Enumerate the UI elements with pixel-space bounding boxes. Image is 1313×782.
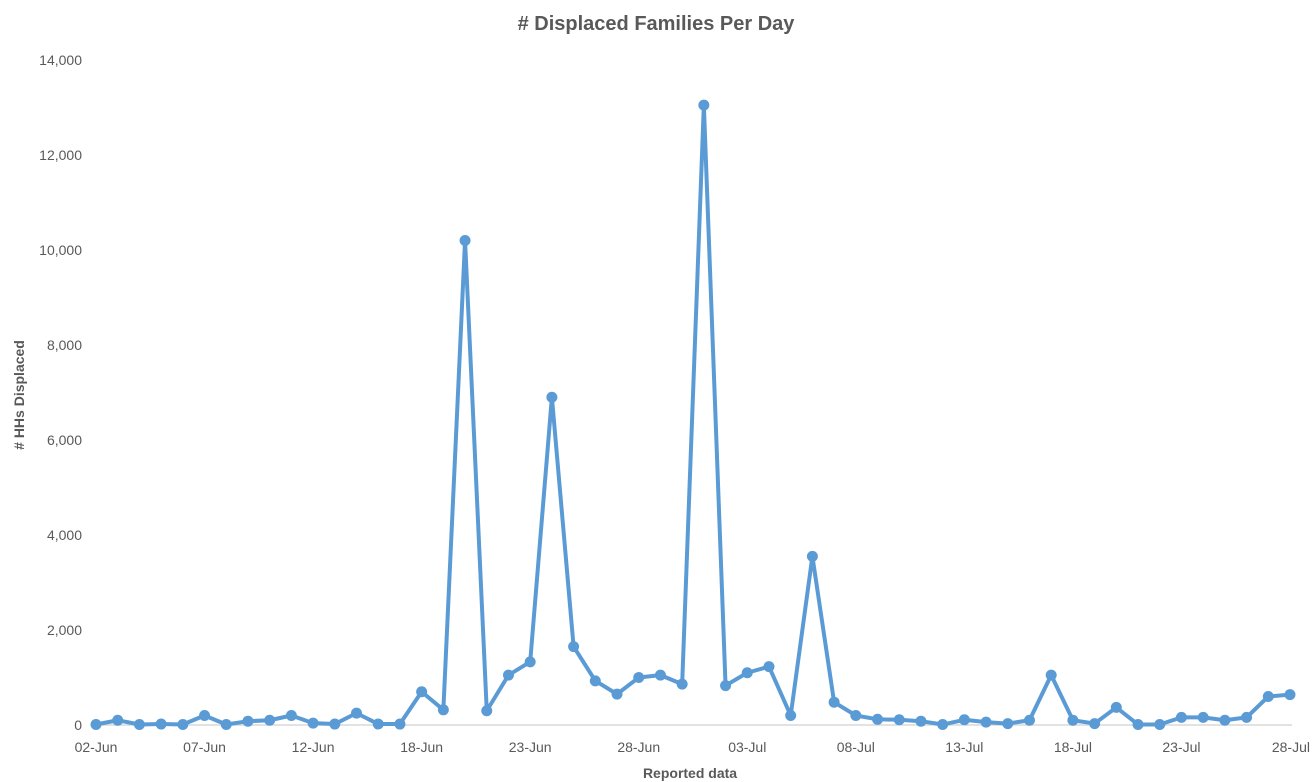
data-point [242,715,254,727]
x-tick-label: 23-Jul [1162,739,1200,755]
data-point [502,669,514,681]
y-axis-title: # HHs Displaced [11,340,27,450]
data-point [893,714,905,726]
y-axis-ticks: 0 2,000 4,000 6,000 8,000 10,000 12,000 14,000 [39,52,82,733]
x-tick-label: 03-Jul [728,739,766,755]
x-tick-label: 23-Jun [509,739,552,755]
data-point [741,667,753,679]
data-point [1045,669,1057,681]
data-point [633,672,645,683]
data-point [177,719,189,731]
y-tick-label: 14,000 [39,52,82,68]
data-point [524,656,536,668]
x-tick-label: 08-Jul [837,739,875,755]
data-point [112,714,124,726]
data-point [481,705,493,717]
y-tick-label: 2,000 [47,622,82,638]
data-point [546,391,558,403]
data-point [437,704,449,716]
x-tick-label: 12-Jun [292,739,335,755]
x-tick-label: 28-Jun [617,739,660,755]
data-point [568,641,580,653]
series-displaced-families [90,99,1296,731]
data-point [1110,701,1122,713]
data-point [850,710,862,721]
x-tick-label: 18-Jul [1054,739,1092,755]
data-point [1241,711,1253,723]
data-point [806,550,818,562]
x-tick-label: 07-Jun [183,739,226,755]
data-point [351,707,363,719]
y-tick-label: 4,000 [47,527,82,543]
data-point [285,710,297,721]
data-point [828,696,840,708]
data-point [1132,719,1144,731]
y-tick-label: 10,000 [39,242,82,258]
data-point [915,715,927,727]
x-tick-label: 02-Jun [75,739,118,755]
data-point [220,719,232,731]
x-axis-title: Reported data [643,765,737,781]
data-point [264,714,276,726]
data-point [785,710,797,721]
data-point [872,713,884,725]
data-point [133,719,145,731]
data-point [763,661,775,673]
data-point [1197,711,1209,723]
data-point [394,718,406,730]
data-point [1175,711,1187,723]
data-point [676,678,688,690]
data-point [1002,718,1014,730]
y-tick-label: 8,000 [47,337,82,353]
data-point [698,99,710,111]
data-point [1284,689,1296,701]
data-point [589,675,601,687]
data-point [199,710,211,721]
y-tick-label: 12,000 [39,147,82,163]
data-point [416,686,428,698]
data-point [654,669,666,681]
data-point [980,716,992,728]
y-tick-label: 0 [74,717,82,733]
x-tick-label: 13-Jul [945,739,983,755]
data-point [958,714,970,726]
data-point [459,235,471,246]
y-tick-label: 6,000 [47,432,82,448]
series-line [94,103,1292,727]
data-point [720,680,732,692]
data-point [1154,719,1166,731]
data-point [90,719,102,731]
data-point [1023,714,1035,726]
data-point [155,718,167,730]
data-point [1219,714,1231,726]
data-point [329,718,341,730]
x-tick-label: 18-Jun [400,739,443,755]
chart-title: # Displaced Families Per Day [518,13,796,35]
data-point [611,688,623,700]
x-tick-label: 28-Jul [1272,739,1310,755]
data-point [307,717,319,729]
data-point [1262,691,1274,702]
data-point [1067,714,1079,726]
x-axis-ticks: 02-Jun 07-Jun 12-Jun 18-Jun 23-Jun 28-Jun 03-J… [75,739,1310,755]
data-point [372,718,384,730]
data-point [1089,718,1101,730]
data-point [937,719,949,731]
